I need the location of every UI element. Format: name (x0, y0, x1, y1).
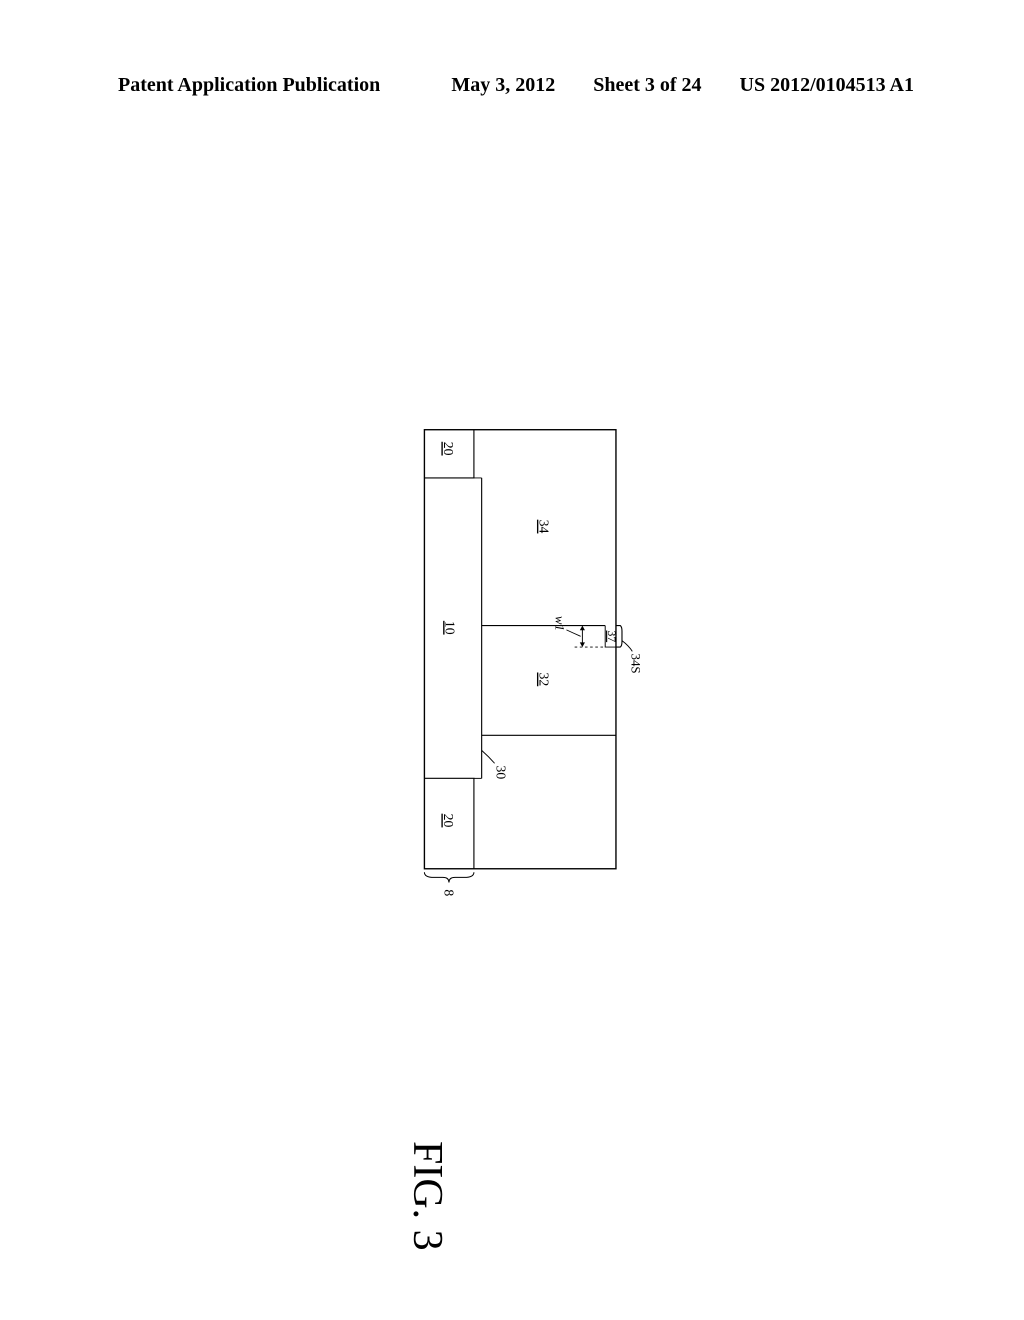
label-34: 34 (536, 520, 551, 534)
header-date: May 3, 2012 (451, 74, 555, 97)
outer-rect (424, 430, 616, 869)
label-30: 30 (493, 765, 508, 779)
patent-diagram: 20 20 10 32 34 30 37 34S w1 8 (1, 413, 1021, 908)
page-header: Patent Application Publication May 3, 20… (0, 74, 1024, 97)
header-left: Patent Application Publication (118, 74, 380, 97)
label-20-left: 20 (441, 442, 456, 456)
label-w1: w1 (553, 616, 568, 631)
header-right: May 3, 2012 Sheet 3 of 24 US 2012/010451… (451, 74, 914, 97)
label-10: 10 (443, 621, 458, 635)
leader-30 (482, 750, 495, 763)
label-34s: 34S (628, 654, 643, 674)
label-20-right: 20 (441, 814, 456, 828)
figure-area: 20 20 10 32 34 30 37 34S w1 8 FIG. 3 (155, 150, 865, 1180)
header-sheet: Sheet 3 of 24 (593, 74, 701, 97)
figure-caption: FIG. 3 (403, 1141, 451, 1251)
leader-34s (622, 641, 632, 652)
brace-8 (424, 872, 474, 882)
header-pubno: US 2012/0104513 A1 (740, 74, 914, 97)
label-32: 32 (536, 672, 551, 686)
label-37: 37 (605, 631, 618, 643)
label-8: 8 (442, 889, 457, 896)
w1-dimension (566, 626, 603, 648)
